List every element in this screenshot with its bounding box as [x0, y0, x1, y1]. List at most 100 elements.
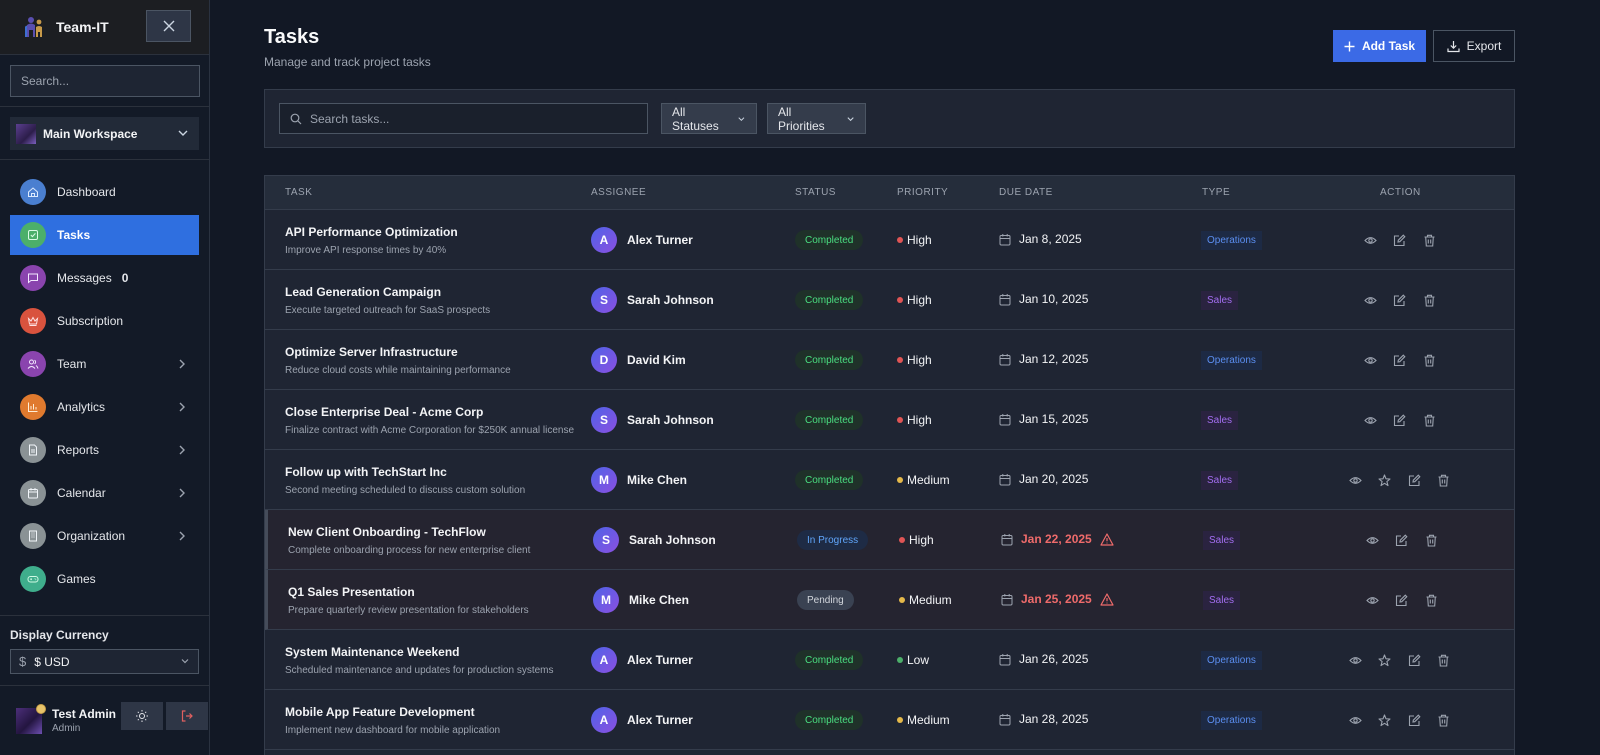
task-title[interactable]: Q1 Sales Presentation — [288, 585, 415, 599]
edit-button[interactable] — [1405, 711, 1423, 729]
edit-button[interactable] — [1393, 531, 1411, 549]
delete-button[interactable] — [1422, 531, 1440, 549]
favorite-button[interactable] — [1376, 651, 1394, 669]
task-search-input[interactable] — [310, 111, 630, 126]
column-header-due-date[interactable]: DUE DATE — [999, 187, 1053, 198]
avatar: M — [593, 587, 619, 613]
chevron-right-icon — [179, 402, 185, 412]
view-button[interactable] — [1361, 231, 1379, 249]
favorite-button[interactable] — [1376, 711, 1394, 729]
table-row[interactable]: Follow up with TechStart Inc Second meet… — [265, 450, 1514, 510]
trash-icon — [1423, 354, 1436, 367]
view-button[interactable] — [1363, 591, 1381, 609]
view-button[interactable] — [1361, 411, 1379, 429]
building-icon — [20, 523, 46, 549]
edit-button[interactable] — [1405, 471, 1423, 489]
delete-button[interactable] — [1435, 471, 1453, 489]
sidebar-item-tasks[interactable]: Tasks — [10, 215, 199, 255]
export-button[interactable]: Export — [1433, 30, 1515, 62]
task-title[interactable]: API Performance Optimization — [285, 225, 458, 239]
calendar-icon — [999, 353, 1011, 365]
close-sidebar-button[interactable] — [146, 10, 191, 42]
edit-button[interactable] — [1391, 351, 1409, 369]
sidebar-item-subscription[interactable]: Subscription — [10, 301, 199, 341]
avatar[interactable] — [16, 703, 46, 734]
due-date-value: Jan 8, 2025 — [1019, 232, 1082, 246]
sidebar-item-organization[interactable]: Organization — [10, 516, 199, 556]
task-title[interactable]: System Maintenance Weekend — [285, 645, 460, 659]
delete-button[interactable] — [1435, 711, 1453, 729]
delete-button[interactable] — [1420, 291, 1438, 309]
task-title[interactable]: Follow up with TechStart Inc — [285, 465, 447, 479]
edit-button[interactable] — [1391, 231, 1409, 249]
priority-label: High — [907, 413, 932, 427]
table-row[interactable]: Optimize Server Infrastructure Reduce cl… — [265, 330, 1514, 390]
edit-icon — [1393, 413, 1406, 427]
task-title[interactable]: Lead Generation Campaign — [285, 285, 442, 299]
type-badge: Sales — [1201, 411, 1239, 430]
workspace-selector[interactable]: Main Workspace — [10, 117, 199, 150]
column-header-status[interactable]: STATUS — [795, 187, 836, 198]
table-row[interactable]: Q1 Sales Presentation Prepare quarterly … — [265, 570, 1514, 630]
task-title[interactable]: New Client Onboarding - TechFlow — [288, 525, 486, 539]
currency-select[interactable]: $ $ USD — [10, 649, 199, 674]
view-button[interactable] — [1346, 471, 1364, 489]
view-button[interactable] — [1361, 351, 1379, 369]
task-description: Execute targeted outreach for SaaS prosp… — [285, 305, 491, 316]
view-button[interactable] — [1346, 711, 1364, 729]
add-task-button[interactable]: Add Task — [1333, 30, 1426, 62]
assignee-name: Mike Chen — [629, 593, 690, 607]
edit-button[interactable] — [1393, 591, 1411, 609]
delete-button[interactable] — [1422, 591, 1440, 609]
avatar: S — [591, 407, 617, 433]
task-search-field[interactable] — [279, 103, 648, 134]
messages-count-badge: 0 — [121, 271, 129, 285]
currency-section: Display Currency $ $ USD — [0, 615, 209, 685]
priority-label: High — [909, 533, 934, 547]
table-row[interactable]: API Performance Optimization Improve API… — [265, 210, 1514, 270]
column-header-assignee[interactable]: ASSIGNEE — [591, 187, 647, 198]
row-actions — [1361, 411, 1450, 429]
table-row[interactable]: Close Enterprise Deal - Acme Corp Finali… — [265, 390, 1514, 450]
edit-button[interactable] — [1405, 651, 1423, 669]
favorite-button[interactable] — [1376, 471, 1394, 489]
table-row[interactable]: Mobile App Feature Development Implement… — [265, 690, 1514, 750]
table-row[interactable]: System Maintenance Weekend Scheduled mai… — [265, 630, 1514, 690]
column-header-task[interactable]: TASK — [285, 187, 313, 198]
sidebar-item-games[interactable]: Games — [10, 559, 199, 599]
task-title[interactable]: Mobile App Feature Development — [285, 705, 475, 719]
task-title[interactable]: Close Enterprise Deal - Acme Corp — [285, 405, 484, 419]
calendar-icon — [999, 233, 1011, 245]
sidebar-search-input[interactable] — [10, 65, 200, 97]
task-title[interactable]: Optimize Server Infrastructure — [285, 345, 458, 359]
column-header-type[interactable]: TYPE — [1202, 187, 1231, 198]
task-description: Prepare quarterly review presentation fo… — [288, 605, 529, 616]
edit-button[interactable] — [1391, 291, 1409, 309]
delete-button[interactable] — [1420, 231, 1438, 249]
view-button[interactable] — [1346, 651, 1364, 669]
edit-button[interactable] — [1391, 411, 1409, 429]
table-row[interactable]: Lead Generation Campaign Execute targete… — [265, 270, 1514, 330]
sidebar-item-reports[interactable]: Reports — [10, 430, 199, 470]
delete-button[interactable] — [1420, 411, 1438, 429]
workspace-thumbnail — [16, 123, 36, 144]
table-row[interactable]: New Client Onboarding - TechFlow Complet… — [265, 510, 1514, 570]
tasks-table: TASK ASSIGNEE STATUS PRIORITY DUE DATE T… — [264, 175, 1515, 755]
sidebar-item-team[interactable]: Team — [10, 344, 199, 384]
priority-dot-icon — [897, 657, 903, 663]
view-button[interactable] — [1361, 291, 1379, 309]
gamepad-icon — [20, 566, 46, 592]
delete-button[interactable] — [1435, 651, 1453, 669]
sidebar-item-dashboard[interactable]: Dashboard — [10, 172, 199, 212]
logout-button[interactable] — [166, 702, 208, 730]
delete-button[interactable] — [1420, 351, 1438, 369]
priority-filter-select[interactable]: All Priorities — [767, 103, 866, 134]
table-header: TASK ASSIGNEE STATUS PRIORITY DUE DATE T… — [265, 176, 1514, 210]
theme-toggle-button[interactable] — [121, 702, 163, 730]
sidebar-item-messages[interactable]: Messages 0 — [10, 258, 199, 298]
sidebar-item-analytics[interactable]: Analytics — [10, 387, 199, 427]
status-filter-select[interactable]: All Statuses — [661, 103, 757, 134]
view-button[interactable] — [1363, 531, 1381, 549]
column-header-priority[interactable]: PRIORITY — [897, 187, 949, 198]
sidebar-item-calendar[interactable]: Calendar — [10, 473, 199, 513]
